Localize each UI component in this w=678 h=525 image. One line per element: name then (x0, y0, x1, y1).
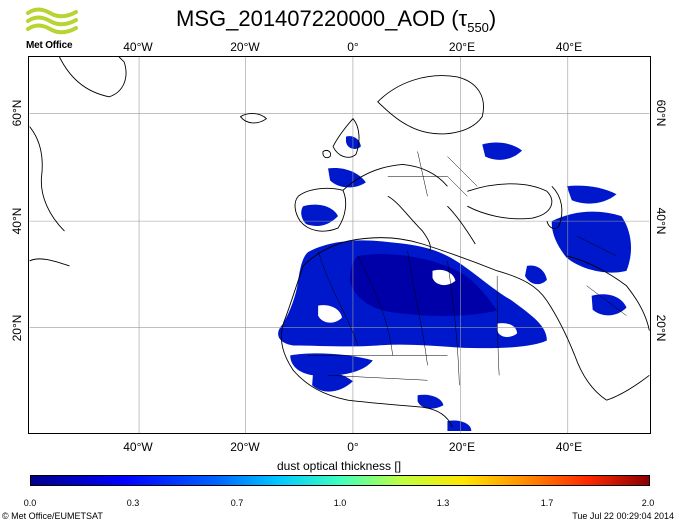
no-data-patch (318, 305, 342, 323)
lat-tick-right: 40°N (654, 207, 668, 235)
eastern-europe-dust-region (482, 142, 523, 160)
north-america-coast (29, 126, 65, 232)
border (328, 375, 428, 381)
border (357, 255, 393, 356)
lat-tick-left: 20°N (10, 314, 24, 342)
timestamp-text: Tue Jul 22 00:29:04 2014 (572, 511, 674, 521)
lat-tick-right: 60°N (654, 99, 668, 127)
arabia-dust-region (591, 294, 627, 316)
lon-tick-top: 20°W (230, 40, 260, 54)
north-africa-coast (282, 237, 548, 324)
lon-tick-bottom: 20°W (230, 440, 260, 454)
graticule (29, 57, 650, 433)
lon-tick-top: 20°E (448, 40, 476, 54)
no-data-patch (432, 269, 456, 286)
map-title: MSG_201407220000_AOD (τ550) (176, 6, 496, 35)
colorbar-tick: 2.0 (641, 498, 655, 508)
central-africa-dust-region (447, 420, 472, 432)
iceland-coast (239, 113, 268, 124)
border (447, 260, 460, 386)
colorbar-tick: 1.7 (540, 498, 554, 508)
colorbar-tick: 0.0 (23, 498, 37, 508)
border (586, 285, 627, 316)
gulf-guinea-dust-region (417, 394, 444, 409)
met-office-wave-logo-icon (26, 7, 78, 35)
lat-tick-right: 20°N (654, 314, 668, 342)
colorbar-label: dust optical thickness [] (276, 459, 402, 473)
west-africa-coast (280, 323, 453, 428)
title-subscript: 550 (467, 20, 489, 35)
colorbar-tick: 0.3 (126, 498, 140, 508)
red-sea-coast (546, 300, 607, 401)
balkans-coast (447, 205, 476, 245)
no-data-patch (497, 323, 518, 338)
iberia-coast (294, 187, 347, 232)
border (417, 151, 428, 197)
italy-coast (387, 195, 431, 252)
lon-tick-bottom: 0° (347, 440, 359, 454)
caucasus-dust-region (566, 185, 617, 204)
border (447, 156, 478, 187)
colorbar-tick: 1.3 (436, 498, 450, 508)
colorbar (30, 475, 650, 486)
lon-tick-top: 40°W (123, 40, 153, 54)
lon-tick-bottom: 20°E (448, 440, 476, 454)
coastlines (29, 57, 650, 428)
lat-tick-left: 60°N (10, 99, 24, 127)
britain-coast (332, 117, 360, 158)
lon-tick-top: 0° (347, 40, 359, 54)
colorbar-tick: 1.0 (333, 498, 347, 508)
title-close: ) (488, 6, 497, 31)
border (317, 250, 359, 346)
caribbean-coast (29, 258, 70, 267)
lon-tick-bottom: 40°E (555, 440, 583, 454)
egypt-dust-region (525, 265, 547, 285)
horn-of-africa-coast (606, 374, 650, 401)
logo-label: Met Office (26, 40, 73, 51)
france-dust-region (328, 167, 366, 188)
copyright-text: © Met Office/EUMETSAT (2, 511, 103, 521)
border (407, 250, 428, 366)
britain-dust-region (345, 136, 361, 149)
border (576, 235, 617, 257)
lat-tick-left: 40°N (10, 207, 24, 235)
colorbar-tick: 0.7 (230, 498, 244, 508)
arabia-coast (566, 255, 650, 331)
sahel-dust-region (290, 353, 373, 376)
caspian-coast (546, 185, 563, 229)
border (387, 176, 468, 197)
title-main: MSG_201407220000_AOD (τ (176, 6, 468, 31)
ireland-coast (322, 150, 331, 159)
aod-map (28, 56, 651, 434)
border (496, 275, 500, 376)
iberia-dust-region (301, 204, 339, 227)
greenland-coast (59, 57, 127, 98)
lon-tick-bottom: 40°W (123, 440, 153, 454)
scandinavia-coast (377, 75, 484, 135)
black-sea-coast (467, 183, 553, 220)
lon-tick-top: 40°E (555, 40, 583, 54)
country-borders (308, 151, 627, 386)
